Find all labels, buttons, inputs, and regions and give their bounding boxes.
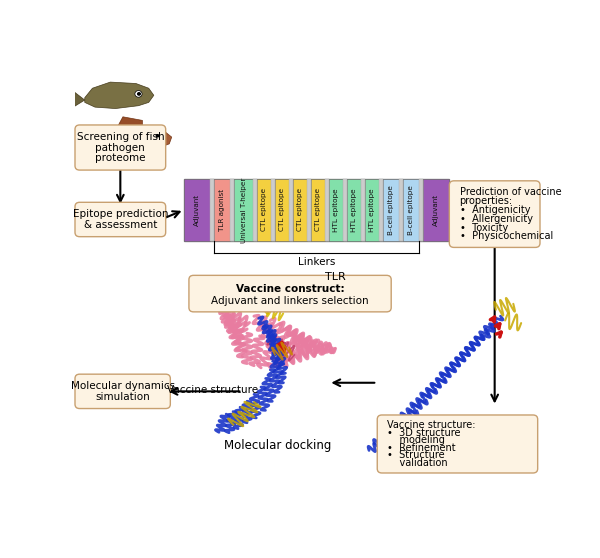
- Bar: [230, 179, 235, 241]
- Text: HTL epitope: HTL epitope: [333, 188, 339, 232]
- Text: Screening of fish: Screening of fish: [77, 132, 164, 142]
- Bar: [307, 179, 311, 241]
- Circle shape: [154, 133, 160, 139]
- Text: B-cell epitope: B-cell epitope: [388, 185, 394, 235]
- Bar: [403, 179, 419, 241]
- Text: Vaccine structure: Vaccine structure: [167, 386, 258, 396]
- Text: Epitope prediction: Epitope prediction: [73, 209, 168, 219]
- Bar: [211, 179, 214, 241]
- Bar: [257, 179, 271, 241]
- Polygon shape: [70, 88, 85, 109]
- Bar: [347, 179, 361, 241]
- Text: B-cell epitope: B-cell epitope: [408, 185, 414, 235]
- Bar: [343, 179, 347, 241]
- Text: •  3D structure: • 3D structure: [388, 427, 461, 437]
- Text: Vaccine construct:: Vaccine construct:: [236, 285, 344, 295]
- Text: TLR agonist: TLR agonist: [220, 189, 226, 231]
- Text: CTL epitope: CTL epitope: [279, 188, 285, 232]
- Text: •  Refinement: • Refinement: [388, 443, 456, 453]
- Text: •  Allergenicity: • Allergenicity: [460, 214, 533, 224]
- Text: Molecular docking: Molecular docking: [224, 439, 331, 451]
- Text: Universal T-helper: Universal T-helper: [241, 177, 247, 243]
- Bar: [311, 179, 325, 241]
- Text: TLR: TLR: [325, 272, 346, 282]
- Text: CTL epitope: CTL epitope: [297, 188, 303, 232]
- Text: Molecular dynamics: Molecular dynamics: [71, 381, 175, 391]
- Text: CTL epitope: CTL epitope: [315, 188, 321, 232]
- Bar: [361, 179, 365, 241]
- FancyBboxPatch shape: [75, 203, 166, 237]
- Text: •  Physicochemical: • Physicochemical: [460, 232, 553, 242]
- Bar: [271, 179, 275, 241]
- Polygon shape: [82, 131, 98, 151]
- Bar: [379, 179, 383, 241]
- Text: CTL epitope: CTL epitope: [261, 188, 267, 232]
- Text: Adjuvant and linkers selection: Adjuvant and linkers selection: [211, 296, 369, 306]
- Text: •  Structure: • Structure: [388, 450, 445, 460]
- Bar: [235, 179, 253, 241]
- Text: simulation: simulation: [95, 392, 150, 402]
- Text: & assessment: & assessment: [83, 220, 157, 230]
- FancyBboxPatch shape: [75, 374, 170, 408]
- Text: •  Toxicity: • Toxicity: [460, 223, 508, 233]
- Bar: [253, 179, 257, 241]
- Bar: [184, 179, 449, 241]
- Polygon shape: [118, 117, 142, 127]
- Circle shape: [135, 90, 142, 97]
- Text: proteome: proteome: [95, 153, 146, 163]
- Bar: [383, 179, 399, 241]
- Text: Linkers: Linkers: [298, 257, 335, 267]
- FancyBboxPatch shape: [189, 275, 391, 312]
- Bar: [214, 179, 230, 241]
- Bar: [325, 179, 329, 241]
- Bar: [275, 179, 289, 241]
- Circle shape: [155, 134, 160, 138]
- Text: validation: validation: [388, 458, 448, 468]
- Bar: [329, 179, 343, 241]
- FancyBboxPatch shape: [75, 125, 166, 170]
- Bar: [399, 179, 403, 241]
- Text: •  Antigenicity: • Antigenicity: [460, 205, 530, 215]
- Text: HTL epitope: HTL epitope: [370, 188, 376, 232]
- FancyBboxPatch shape: [449, 181, 540, 247]
- Bar: [184, 179, 211, 241]
- FancyBboxPatch shape: [377, 415, 538, 473]
- Polygon shape: [85, 82, 154, 109]
- Circle shape: [137, 92, 141, 96]
- Text: Adjuvant: Adjuvant: [194, 194, 200, 226]
- Polygon shape: [98, 126, 172, 151]
- Text: modeling: modeling: [388, 435, 445, 445]
- Text: Prediction of vaccine: Prediction of vaccine: [460, 187, 561, 197]
- Text: properties:: properties:: [460, 196, 512, 206]
- Bar: [365, 179, 379, 241]
- Text: pathogen: pathogen: [95, 142, 145, 152]
- Bar: [423, 179, 449, 241]
- Bar: [419, 179, 423, 241]
- Bar: [289, 179, 293, 241]
- Bar: [293, 179, 307, 241]
- Text: HTL epitope: HTL epitope: [352, 188, 358, 232]
- Text: Vaccine structure:: Vaccine structure:: [388, 420, 476, 430]
- Text: Adjuvant: Adjuvant: [433, 194, 439, 226]
